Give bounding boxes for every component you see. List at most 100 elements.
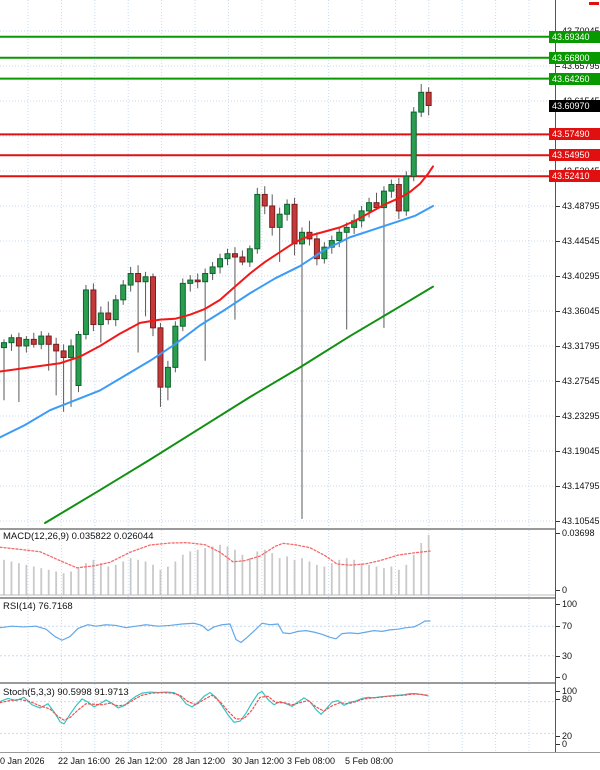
- candle-body: [202, 272, 209, 283]
- macd-label: MACD(12,26,9) 0.035822 0.026044: [3, 531, 154, 542]
- candle-body: [425, 91, 432, 106]
- candle-body: [97, 312, 104, 326]
- macd-indicator-canvas[interactable]: [0, 530, 556, 597]
- candle-body: [224, 253, 231, 260]
- axis-tick: [556, 533, 560, 534]
- axis-tick: [556, 521, 560, 522]
- candle-body: [217, 258, 224, 268]
- candle-body: [68, 345, 75, 358]
- candle-body: [60, 350, 67, 358]
- candle-body: [105, 312, 112, 321]
- axis-tick: [556, 736, 560, 737]
- price-axis[interactable]: 43.7004543.6579543.6154543.5729543.53045…: [549, 0, 600, 752]
- stoch-label: Stoch(5,3,3) 90.5998 91.9713: [3, 687, 129, 698]
- macd-scale-label: 0.03698: [562, 528, 595, 538]
- axis-tick: [556, 626, 560, 627]
- stoch-scale-label: 20: [562, 731, 573, 741]
- candle-body: [418, 91, 425, 113]
- axis-tick: [556, 699, 560, 700]
- panel-separator[interactable]: [0, 597, 600, 599]
- candle-body: [239, 256, 246, 263]
- stoch-k-line: [0, 690, 429, 725]
- time-tick-label: 22 Jan 16:00: [58, 756, 111, 766]
- candle-body: [135, 272, 142, 283]
- candle-body: [246, 248, 253, 263]
- stoch-indicator-canvas[interactable]: [0, 684, 556, 752]
- axis-tick: [556, 451, 560, 452]
- axis-tick: [556, 206, 560, 207]
- support-price-label: 43.52410: [549, 170, 600, 183]
- candle-body: [127, 272, 134, 286]
- stoch-scale-label: 100: [562, 686, 578, 696]
- price-tick-label: 43.27545: [562, 376, 600, 386]
- candle-body: [150, 276, 156, 329]
- candle-body: [231, 253, 238, 258]
- axis-tick: [556, 241, 560, 242]
- rsi-indicator-canvas[interactable]: [0, 599, 556, 682]
- candle-body: [179, 282, 186, 327]
- candle-body: [373, 202, 380, 209]
- time-axis[interactable]: 0 Jan 2026 22 Jan 16:00 26 Jan 12:00 28 Jan…: [0, 753, 600, 770]
- support-price-label: 43.54950: [549, 149, 600, 162]
- price-tick-label: 43.10545: [562, 516, 600, 526]
- price-tick-label: 43.31795: [562, 341, 600, 351]
- rsi-scale-label: 70: [562, 621, 573, 631]
- candle-body: [142, 276, 149, 283]
- axis-tick: [556, 590, 560, 591]
- support-price-label: 43.57490: [549, 128, 600, 141]
- main-chart-canvas[interactable]: [0, 0, 556, 528]
- candle-body: [254, 193, 261, 250]
- candle-body: [30, 338, 37, 345]
- price-tick-label: 43.36045: [562, 306, 600, 316]
- panel-separator: [0, 752, 600, 753]
- resistance-price-label: 43.69340: [549, 30, 600, 43]
- time-tick-label: 26 Jan 12:00: [115, 756, 168, 766]
- candle-body: [187, 279, 194, 284]
- time-tick-label: 30 Jan 12:00: [232, 756, 285, 766]
- macd-signal-line: [0, 542, 431, 569]
- candle-body: [284, 203, 291, 215]
- stoch-scale-label: 0: [562, 739, 568, 749]
- panel-separator[interactable]: [0, 528, 600, 530]
- candle-body: [313, 238, 320, 260]
- candle-body: [172, 325, 179, 368]
- candle-body: [164, 366, 171, 388]
- candle-body: [343, 226, 350, 233]
- rsi-line: [0, 620, 431, 644]
- panel-separator[interactable]: [0, 682, 600, 684]
- rsi-label: RSI(14) 76.7168: [3, 601, 73, 612]
- candle-body: [23, 338, 30, 347]
- candle-body: [336, 231, 343, 242]
- candle-body: [157, 327, 164, 388]
- price-tick-label: 43.44545: [562, 236, 600, 246]
- candle-body: [1, 342, 7, 349]
- candle-body: [90, 289, 97, 326]
- stoch-d-line: [0, 691, 429, 721]
- candle-body: [321, 246, 328, 260]
- axis-tick: [556, 346, 560, 347]
- axis-tick: [556, 744, 560, 745]
- candle-body: [194, 279, 201, 283]
- axis-tick: [556, 66, 560, 67]
- candle-body: [209, 266, 216, 274]
- current-price-label: 43.60970: [549, 99, 600, 112]
- axis-tick: [556, 656, 560, 657]
- candle-body: [112, 299, 119, 321]
- ma-slow-line: [44, 285, 434, 525]
- axis-tick: [556, 416, 560, 417]
- candle-body: [53, 343, 60, 352]
- price-tick-label: 43.19045: [562, 446, 600, 456]
- candle-body: [45, 335, 52, 345]
- axis-tick: [556, 677, 560, 678]
- price-tick-label: 43.14795: [562, 481, 600, 491]
- rsi-scale-label: 30: [562, 651, 573, 661]
- ma-fast-line: [0, 165, 434, 373]
- stoch-scale-label: 80: [562, 694, 573, 704]
- candle-body: [276, 213, 283, 228]
- candle-body: [410, 111, 417, 177]
- candle-body: [82, 289, 89, 335]
- price-tick-label: 43.40295: [562, 271, 600, 281]
- time-tick-label: 28 Jan 12:00: [173, 756, 226, 766]
- rsi-scale-label: 0: [562, 672, 568, 682]
